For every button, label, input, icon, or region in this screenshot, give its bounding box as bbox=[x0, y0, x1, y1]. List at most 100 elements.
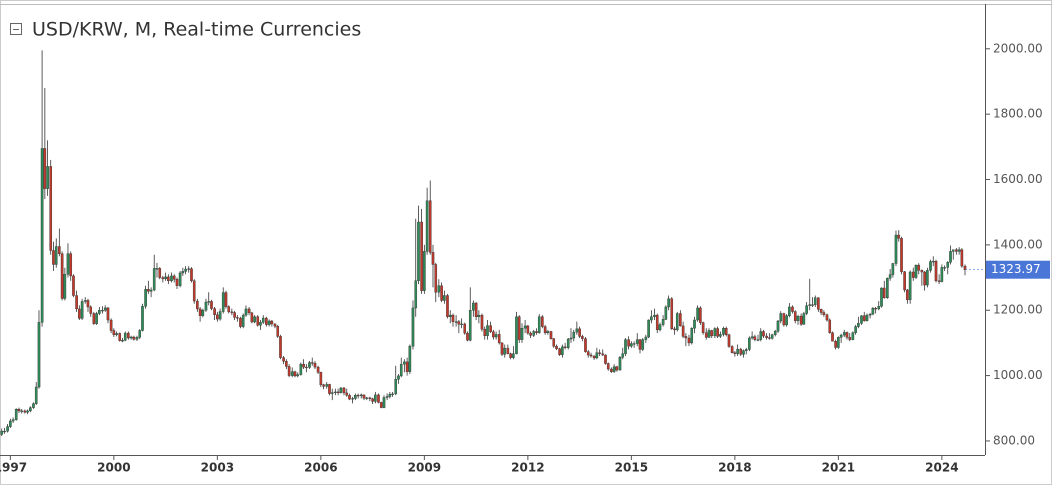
candle-body bbox=[520, 328, 524, 340]
candle-body bbox=[509, 353, 512, 358]
candle-body bbox=[857, 323, 860, 327]
candle-body bbox=[831, 332, 834, 342]
candle-body bbox=[184, 268, 187, 272]
candle-body bbox=[716, 328, 719, 337]
candle-body bbox=[650, 316, 653, 321]
candle-body bbox=[756, 339, 760, 341]
candle-body bbox=[267, 320, 271, 325]
candle-body bbox=[871, 308, 875, 315]
candle-body bbox=[282, 357, 285, 362]
candle-body bbox=[955, 249, 958, 252]
candle-body bbox=[336, 391, 340, 393]
candle-body bbox=[943, 267, 946, 269]
candle-body bbox=[589, 354, 593, 357]
candle-body bbox=[417, 221, 420, 282]
candle-body bbox=[63, 274, 67, 299]
candle-body bbox=[606, 363, 610, 370]
candle-body bbox=[69, 253, 73, 277]
candle-body bbox=[273, 323, 277, 327]
candle-body bbox=[420, 221, 423, 291]
candle-body bbox=[32, 403, 35, 408]
candle-body bbox=[684, 336, 688, 339]
candle-body bbox=[555, 345, 558, 349]
candle-body bbox=[121, 340, 124, 342]
candle-body bbox=[963, 265, 967, 270]
candle-body bbox=[730, 346, 734, 353]
candle-body bbox=[239, 317, 242, 327]
candle-body bbox=[132, 336, 136, 340]
candle-body bbox=[552, 338, 556, 347]
candle-body bbox=[210, 301, 213, 309]
candle-body bbox=[472, 302, 475, 311]
candle-body bbox=[451, 314, 455, 322]
candle-body bbox=[52, 250, 55, 265]
candle-body bbox=[261, 317, 265, 323]
candle-body bbox=[26, 410, 29, 413]
y-tick-label: 1200.00 bbox=[993, 303, 1043, 317]
candle-body bbox=[839, 334, 843, 338]
candle-body bbox=[230, 311, 234, 313]
candle-body bbox=[23, 410, 27, 413]
candle-body bbox=[129, 336, 133, 339]
candle-body bbox=[236, 317, 239, 319]
candle-body bbox=[497, 334, 501, 344]
candle-body bbox=[83, 300, 87, 302]
candle-body bbox=[679, 313, 682, 327]
candle-body bbox=[425, 200, 429, 252]
candle-body bbox=[517, 316, 521, 340]
y-tick-label: 1000.00 bbox=[993, 368, 1043, 382]
candle-body bbox=[914, 264, 918, 278]
candle-body bbox=[164, 276, 167, 280]
candle-body bbox=[187, 268, 191, 270]
candle-body bbox=[155, 268, 159, 270]
candle-body bbox=[109, 319, 113, 331]
candle-body bbox=[701, 322, 705, 333]
candle-body bbox=[152, 268, 156, 291]
candle-body bbox=[371, 398, 374, 402]
candle-body bbox=[285, 361, 288, 367]
candle-body bbox=[934, 261, 938, 282]
x-tick-label: 2018 bbox=[718, 461, 751, 475]
x-tick-label: 2012 bbox=[511, 461, 544, 475]
candle-body bbox=[95, 313, 98, 324]
candle-body bbox=[192, 280, 196, 302]
candle-body bbox=[492, 331, 495, 338]
candle-body bbox=[127, 332, 130, 339]
candle-body bbox=[566, 338, 570, 349]
candle-body bbox=[526, 325, 530, 334]
candle-body bbox=[537, 316, 541, 333]
candle-body bbox=[581, 336, 584, 339]
candle-body bbox=[58, 246, 61, 254]
candle-body bbox=[825, 314, 829, 321]
candle-body bbox=[779, 313, 783, 322]
candle-body bbox=[860, 315, 863, 324]
candle-body bbox=[670, 298, 674, 330]
candle-body bbox=[89, 306, 93, 314]
candle-body bbox=[960, 249, 964, 267]
candle-body bbox=[296, 374, 300, 377]
candle-body bbox=[362, 394, 366, 399]
candle-body bbox=[512, 353, 515, 358]
candle-body bbox=[494, 334, 498, 338]
candle-body bbox=[744, 349, 748, 351]
candle-body bbox=[354, 394, 357, 399]
x-tick-label: 2015 bbox=[615, 461, 648, 475]
candle-body bbox=[385, 396, 389, 398]
candle-body bbox=[644, 336, 648, 340]
candle-body bbox=[408, 345, 412, 372]
candle-body bbox=[891, 263, 895, 275]
candle-body bbox=[742, 350, 745, 355]
candle-body bbox=[808, 304, 812, 306]
candle-body bbox=[250, 312, 254, 323]
y-tick-label: 1600.00 bbox=[993, 172, 1043, 186]
candle-body bbox=[388, 394, 392, 397]
candle-body bbox=[819, 309, 823, 313]
candle-body bbox=[710, 330, 714, 336]
candle-body bbox=[20, 410, 24, 412]
candle-body bbox=[690, 328, 694, 344]
candle-body bbox=[957, 249, 961, 252]
candle-body bbox=[845, 332, 849, 338]
candle-body bbox=[586, 351, 590, 356]
candle-body bbox=[6, 426, 9, 432]
